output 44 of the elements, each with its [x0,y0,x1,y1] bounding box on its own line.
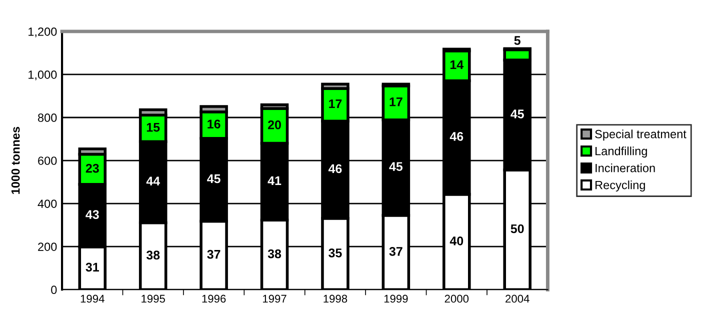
legend-label: Special treatment [595,130,686,141]
annotation: 31 [86,262,99,272]
x-tick-label: 1994 [80,294,104,303]
y-tick-label: 200 [38,242,57,251]
annotation: 45 [207,174,220,184]
annotation: 17 [329,99,342,108]
x-tick-label: 2004 [506,294,530,303]
y-tick-label: 1,200 [28,27,57,38]
annotation: 44 [146,176,160,186]
annotation: 5 [514,36,520,45]
legend-label: Recycling [596,180,645,192]
annotation: 43 [86,210,99,219]
annotation: 50 [510,224,524,234]
x-tick-label: 1996 [202,294,226,303]
annotation: 17 [390,98,402,106]
y-tick-label: 400 [38,200,57,208]
annotation: 38 [146,250,160,260]
annotation: 23 [86,164,99,173]
x-tick-label: 1995 [142,294,165,303]
legend-label: Landfilling [596,146,647,158]
annotation: 45 [510,110,524,118]
annotation: 35 [328,248,342,258]
x-tick-label: 1997 [263,294,286,303]
annotation: 14 [450,60,464,69]
annotation: 40 [450,236,464,246]
x-tick-label: 1999 [384,294,408,303]
x-tick-label: 2000 [444,294,469,303]
x-tick-label: 1998 [324,294,348,303]
y-tick-label: 0 [51,286,57,294]
y-tick-label: 600 [38,156,57,165]
legend-label: Incineration [596,164,655,172]
annotation: 38 [268,249,282,258]
annotation: 15 [146,123,160,132]
annotation: 46 [450,132,464,141]
annotation: 37 [207,250,220,259]
annotation: 20 [268,120,281,130]
y-tick-label: 1,000 [28,70,57,80]
y-axis-title: 1000 tonnes [11,126,20,194]
annotation: 16 [208,120,220,128]
annotation: 37 [389,247,402,256]
annotation: 45 [389,162,403,171]
y-tick-label: 800 [38,114,57,122]
annotation: 46 [328,164,342,174]
annotation: 41 [268,176,282,185]
